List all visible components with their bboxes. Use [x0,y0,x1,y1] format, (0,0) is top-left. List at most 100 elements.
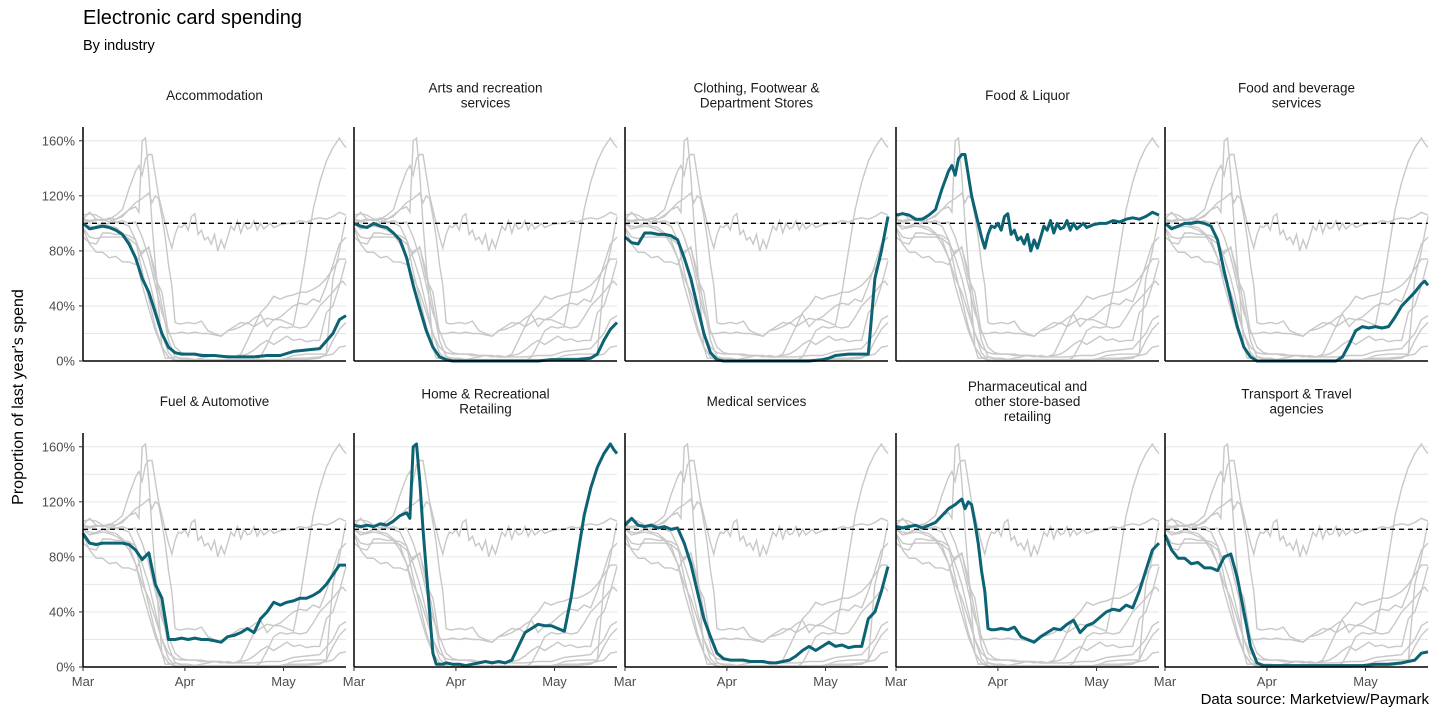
panel-7-context-line-clothing-footwear-department-stores [353,522,618,668]
chart-subtitle: By industry [83,38,155,54]
panel-1-context-line-pharmaceutical-and-other-store-based-retailing [82,191,347,338]
panel-8-x-tick-label: May [813,674,838,689]
panel-2-context-line-fuel-automotive [353,227,617,337]
panel-8-context-line-clothing-footwear-department-stores [624,522,889,668]
panel-1-y-tick-label: 160% [42,133,76,148]
panel-3-highlight-line [624,216,890,363]
panel-2-context-line-accommodation [353,222,618,358]
panel-1-y-tick-label: 40% [49,298,75,313]
panel-7-x-tick-label: Mar [343,674,366,689]
panel-9-x-tick-label: Mar [885,674,908,689]
panel-1-title: Accommodation [166,88,263,103]
panel-8-x-tick-label: Mar [614,674,637,689]
chart-title: Electronic card spending [83,7,303,29]
panel-6-title: Fuel & Automotive [160,394,270,409]
panel-9-context-line-fuel-automotive [895,533,1159,643]
panel-6-context-line-accommodation [82,528,347,664]
panel-10-context-line-accommodation [1164,528,1429,664]
panel-2-context-line-medical-services [353,211,618,358]
panel-6-x-tick-label: Mar [72,674,95,689]
panel-8-title: Medical services [707,394,807,409]
panel-1-context-line-fuel-automotive [82,227,346,337]
panel-9-context-line-medical-services [895,517,1160,664]
panel-10-title-line-1: Transport & Travel [1241,387,1352,402]
panel-7-x-tick-label: Apr [446,674,467,689]
panel-3-context-line-accommodation [624,222,889,358]
panel-4-context-line-fuel-automotive [895,227,1159,337]
panel-6-x-tick-label: May [271,674,296,689]
panel-5-context-line-food-liquor [1164,153,1429,252]
panel-4-title: Food & Liquor [985,88,1070,103]
panel-10-context-line-medical-services [1164,517,1429,664]
panel-6-highlight-line [81,532,346,644]
panel-7-highlight-line [353,442,619,668]
panel-8-context-line-transport-travel-agencies [624,534,889,667]
panel-7-context-line-pharmaceutical-and-other-store-based-retailing [353,497,618,644]
panel-3-context-line-medical-services [624,211,889,358]
panel-9-x-tick-label: May [1084,674,1109,689]
panel-5-title-line-1: Food and beverage [1238,81,1355,96]
panel-5-context-line-clothing-footwear-department-stores [1164,216,1429,362]
panel-10-x-tick-label: Apr [1257,674,1278,689]
panel-4-highlight-line [895,153,1160,253]
panel-9-context-line-accommodation [895,528,1160,664]
panel-6-y-tick-label: 40% [49,604,75,619]
panel-8-context-line-accommodation [624,528,889,664]
panel-9-highlight-line [895,497,1161,644]
panel-5-context-line-fuel-automotive [1164,227,1428,337]
data-source-note: Data source: Marketview/Paymark [1200,691,1429,708]
panel-8-context-line-food-liquor [624,459,889,558]
panel-9-context-line-transport-travel-agencies [895,534,1160,667]
panel-2-title-line-1: Arts and recreation [428,81,542,96]
panel-7-x-tick-label: May [542,674,567,689]
panel-10-context-line-food-liquor [1164,459,1429,558]
panel-3-context-line-transport-travel-agencies [624,228,889,361]
panel-6-y-tick-label: 160% [42,439,76,454]
panel-2-context-line-food-liquor [353,153,618,252]
panel-8-context-line-fuel-automotive [624,533,888,643]
panel-6-context-line-food-liquor [82,459,347,558]
panel-4-context-line-accommodation [895,222,1160,358]
panel-5-title-line-2: services [1272,96,1322,111]
panel-7-context-line-food-liquor [353,459,618,558]
panel-1-context-line-clothing-footwear-department-stores [82,216,347,362]
panel-10-context-line-pharmaceutical-and-other-store-based-retailing [1164,497,1429,644]
panel-5-context-line-accommodation [1164,222,1429,358]
panel-10-highlight-line [1163,534,1429,668]
panel-6-y-tick-label: 0% [56,660,75,675]
panel-1-context-line-transport-travel-agencies [82,228,347,361]
panel-7-title-line-1: Home & Recreational [421,387,549,402]
panel-9-x-tick-label: Apr [988,674,1009,689]
panel-6-context-line-transport-travel-agencies [82,534,347,667]
panel-10-title-line-2: agencies [1269,402,1323,417]
panel-5-context-line-medical-services [1164,211,1429,358]
panel-5-context-line-transport-travel-agencies [1164,228,1429,361]
panel-9-title-line-3: retailing [1004,409,1051,424]
panel-6-y-tick-label: 80% [49,549,75,564]
panel-9-context-line-clothing-footwear-department-stores [895,522,1160,668]
panel-4-context-line-medical-services [895,211,1160,358]
panel-8-highlight-line [623,516,890,665]
panel-2-title-line-2: services [461,96,511,111]
panel-5-context-line-pharmaceutical-and-other-store-based-retailing [1164,191,1429,338]
panel-6-context-line-medical-services [82,517,347,664]
panel-7-context-line-accommodation [353,528,618,664]
panel-2-context-line-pharmaceutical-and-other-store-based-retailing [353,191,618,338]
panel-3-title-line-1: Clothing, Footwear & [693,81,819,96]
panel-3-context-line-food-liquor [624,153,889,252]
panel-4-context-line-transport-travel-agencies [895,228,1160,361]
panel-3-context-line-pharmaceutical-and-other-store-based-retailing [624,191,889,338]
panel-2-context-line-clothing-footwear-department-stores [353,216,618,362]
panel-1-context-line-food-liquor [82,153,347,252]
panel-9-title-line-2: other store-based [975,394,1081,409]
panel-9-context-line-food-liquor [895,459,1160,558]
panel-10-x-tick-label: May [1353,674,1378,689]
panel-8-context-line-pharmaceutical-and-other-store-based-retailing [624,497,889,644]
panel-7-title-line-2: Retailing [459,402,512,417]
panel-10-x-tick-label: Mar [1154,674,1177,689]
panel-1-highlight-line [82,222,347,359]
panel-4-context-line-pharmaceutical-and-other-store-based-retailing [895,191,1160,338]
panel-8-x-tick-label: Apr [717,674,738,689]
panel-1-y-tick-label: 120% [42,188,76,203]
